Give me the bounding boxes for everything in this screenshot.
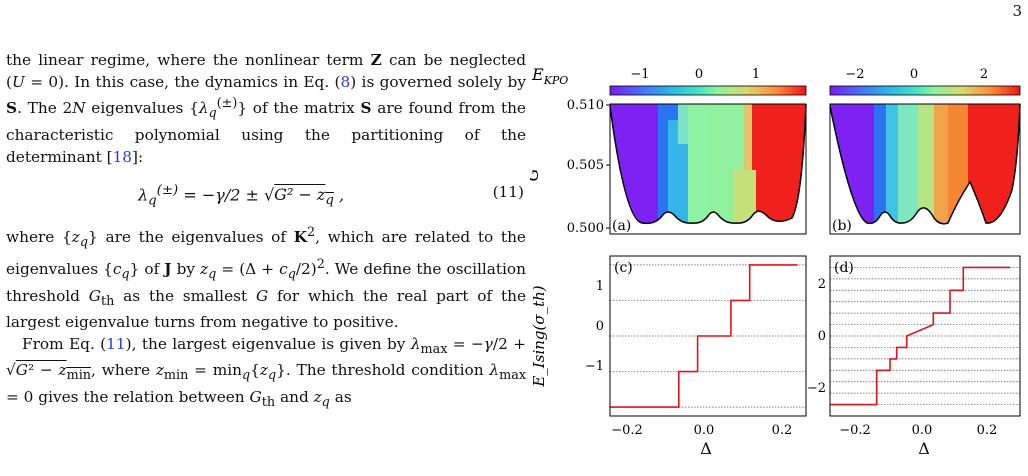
panel-b-boundary [829, 103, 1021, 225]
panel-d-label: (d) [834, 260, 854, 276]
panel-c-step-line [610, 264, 798, 408]
d-ytick-2: 2 [818, 277, 826, 292]
panel-a-frame [609, 103, 807, 235]
d-xtick-00: 0.0 [912, 423, 933, 438]
c-ytick-1: 1 [596, 279, 604, 294]
panel-d-step-line [830, 266, 1010, 406]
colorbar-b-tick-2: 0 [910, 67, 918, 82]
eq-ref-8[interactable]: 8 [340, 72, 351, 91]
colorbar-a-tick-3: 1 [752, 67, 760, 82]
cite-ref-18[interactable]: 18 [112, 147, 133, 166]
d-ytick-0: 0 [818, 329, 826, 344]
panel-a-boundary [609, 103, 807, 225]
top-ytick-0505: 0.505 [567, 158, 604, 173]
colorbar-b [829, 85, 1021, 96]
d-xtick-02: 0.2 [977, 423, 998, 438]
c-xtick-m02: −0.2 [611, 423, 643, 438]
top-ytick-0510: 0.510 [567, 98, 604, 113]
top-ylabel: G [530, 168, 542, 181]
panel-d-plot [830, 266, 1020, 406]
colorbar-b-tick-3: 2 [980, 67, 988, 82]
panel-b-frame [829, 103, 1021, 235]
panel-b-heatmap [830, 104, 1020, 224]
colorbar-b-tick-1: −2 [845, 67, 864, 82]
panel-b-label: (b) [832, 218, 852, 234]
eq-ref-11[interactable]: 11 [106, 334, 126, 353]
c-ytick-0: 0 [596, 319, 604, 334]
c-xlabel: Δ [700, 439, 712, 458]
c-xtick-00: 0.0 [694, 423, 715, 438]
top-ytick-0500: 0.500 [567, 221, 604, 236]
panel-a-heatmap [610, 104, 806, 224]
c-ytick-m1: −1 [585, 359, 604, 374]
equation-11: λq(±) = −γ/2 ± √G² − zq , (11) [6, 170, 526, 218]
panel-a-label: (a) [612, 218, 631, 234]
colorbar-a-tick-1: −1 [630, 67, 649, 82]
d-ytick-m2: −2 [807, 381, 826, 396]
paragraph-3: From Eq. (11), the largest eigenvalue is… [6, 334, 527, 411]
panel-d-gridlines [830, 267, 1020, 405]
page-number: 3 [1012, 2, 1022, 20]
colorbar-label: EKPO [531, 65, 568, 87]
bottom-ylabel: E_Ising(σ_th) [530, 285, 548, 387]
paragraph-2: where {zq} are the eigenvalues of K2, wh… [6, 225, 527, 332]
figure: EKPO −1 0 1 −2 0 2 (a) (b) G [530, 65, 1021, 458]
panel-d-frame [829, 255, 1021, 417]
body-text: the linear regime, where the nonlinear t… [6, 50, 526, 414]
d-xlabel: Δ [918, 439, 930, 458]
colorbar-a [609, 85, 807, 96]
colorbar-a-tick-2: 0 [695, 67, 703, 82]
equation-number: (11) [492, 183, 524, 202]
c-xtick-02: 0.2 [772, 423, 793, 438]
panel-c-label: (c) [614, 260, 633, 276]
equation-body: λq(±) = −γ/2 ± √G² − zq , [138, 183, 345, 209]
panel-c-plot [610, 264, 806, 408]
paragraph-1: the linear regime, where the nonlinear t… [6, 51, 527, 166]
panel-c-frame [609, 255, 807, 417]
d-xtick-m02: −0.2 [839, 423, 871, 438]
